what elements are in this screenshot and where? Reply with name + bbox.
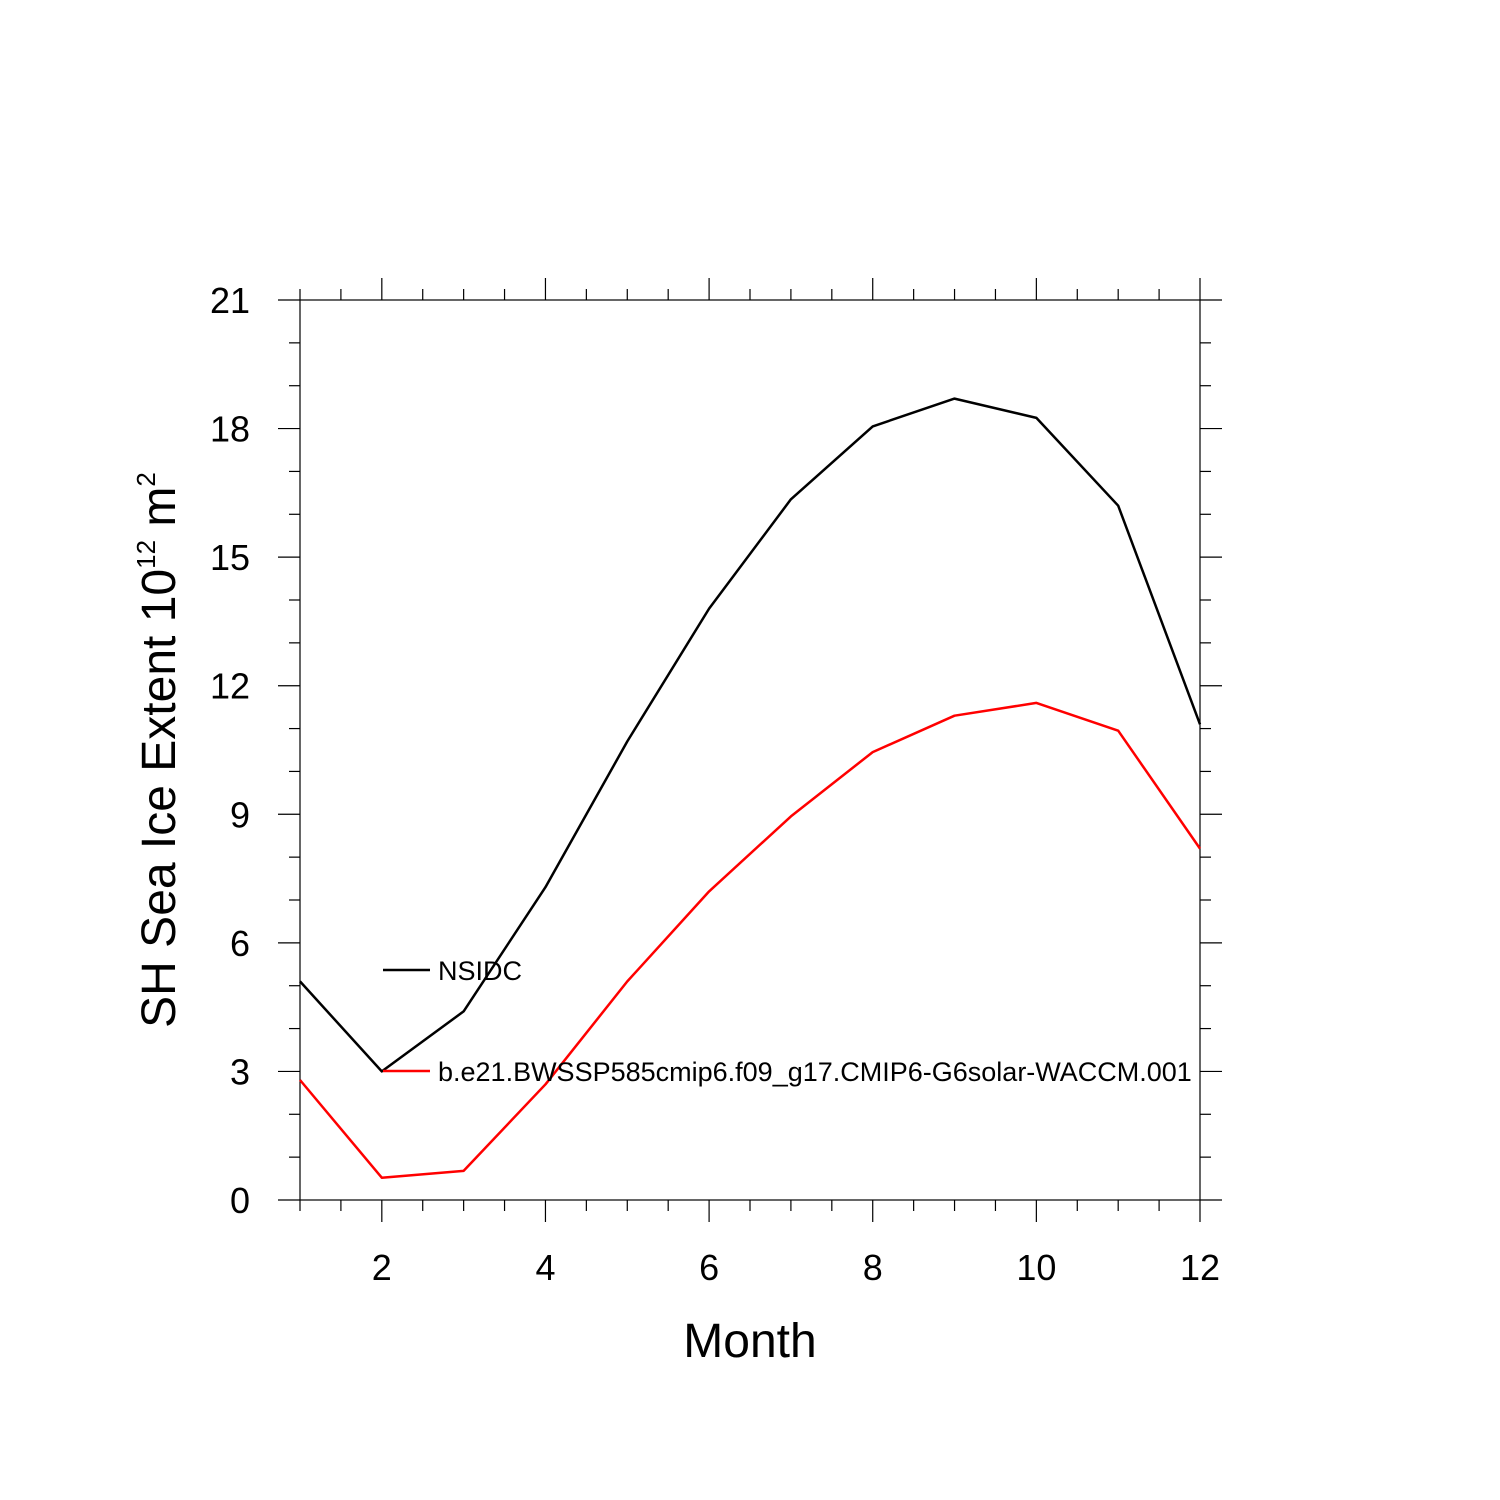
y-tick-label: 0 <box>230 1180 250 1221</box>
x-tick-label: 4 <box>535 1247 555 1288</box>
series-line-1 <box>299 397 1202 1073</box>
y-tick-label: 21 <box>210 280 250 321</box>
y-axis-title-unit: m <box>133 487 186 540</box>
y-tick-label: 9 <box>230 794 250 835</box>
y-axis-title-unit-exponent: 2 <box>131 472 161 486</box>
series-lines <box>299 397 1202 1179</box>
y-tick-label: 3 <box>230 1051 250 1092</box>
legend: NSIDC b.e21.BWSSP585cmip6.f09_g17.CMIP6-G… <box>383 956 1192 1087</box>
legend-label: b.e21.BWSSP585cmip6.f09_g17.CMIP6-G6sola… <box>438 1057 1192 1087</box>
y-tick-label: 6 <box>230 923 250 964</box>
y-axis-title-main: SH Sea Ice Extent 10 <box>133 569 186 1028</box>
x-axis-title: Month <box>683 1315 816 1368</box>
y-axis-title-exponent: 12 <box>131 540 161 569</box>
legend-label: NSIDC <box>438 956 522 986</box>
x-tick-label: 8 <box>863 1247 883 1288</box>
tick-labels: 2 4 6 8 10 12 0 3 6 9 12 15 18 21 <box>210 280 1220 1288</box>
x-tick-label: 12 <box>1180 1247 1220 1288</box>
y-tick-label: 15 <box>210 537 250 578</box>
series-line-2 <box>299 701 1202 1179</box>
x-tick-label: 6 <box>699 1247 719 1288</box>
axis-ticks <box>278 278 1222 1222</box>
y-tick-label: 18 <box>210 409 250 450</box>
y-tick-label: 12 <box>210 666 250 707</box>
x-tick-label: 10 <box>1016 1247 1056 1288</box>
x-tick-label: 2 <box>372 1247 392 1288</box>
y-axis-title: SH Sea Ice Extent 1012 m2 <box>131 472 186 1028</box>
